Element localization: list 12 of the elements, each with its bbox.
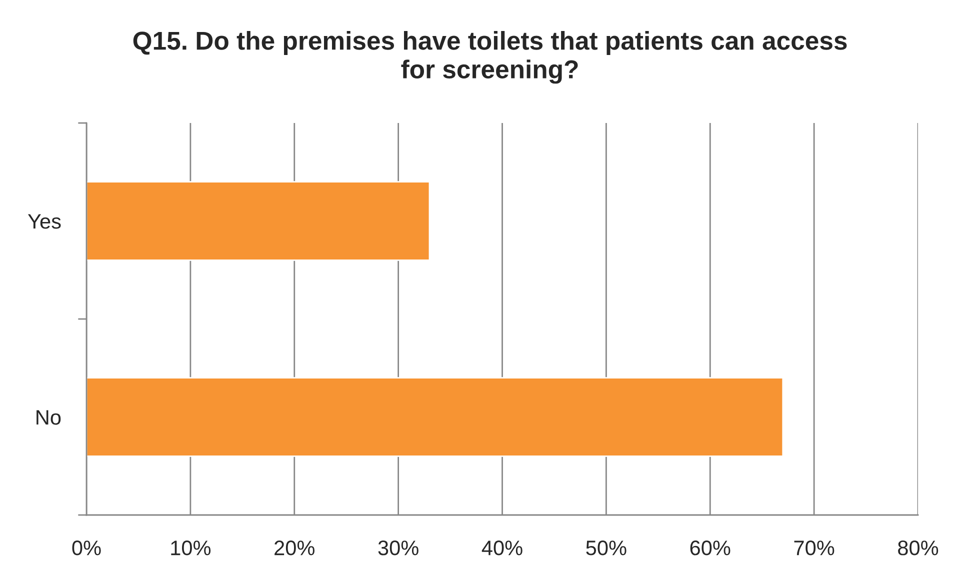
- x-tick-label: 40%: [482, 540, 522, 556]
- x-tick-label: 20%: [274, 540, 314, 556]
- x-tick-label: 70%: [794, 540, 834, 556]
- y-tick-label: No: [36, 410, 61, 425]
- y-tick-label: Yes: [28, 214, 61, 229]
- x-tick-label: 50%: [586, 540, 626, 556]
- x-tick-label: 0%: [72, 540, 101, 556]
- x-tick-label: 80%: [898, 540, 938, 556]
- chart-title: Q15. Do the premises have toilets that patients can access for screening?: [133, 31, 847, 84]
- x-tick-label: 60%: [690, 540, 730, 556]
- x-tick-label: 10%: [171, 540, 211, 556]
- x-tick-label: 30%: [378, 540, 418, 556]
